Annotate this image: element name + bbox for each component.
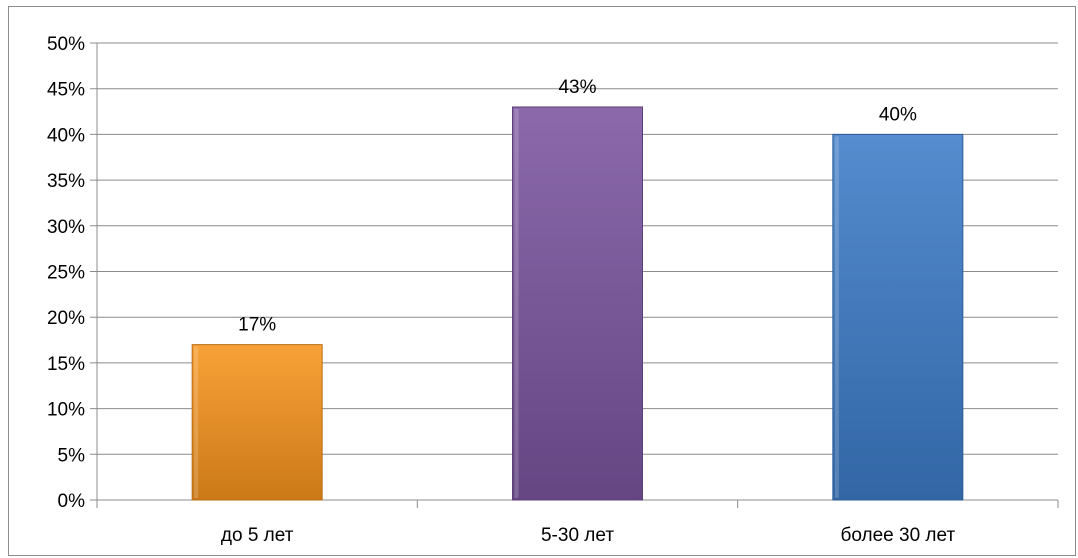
- data-label: 17%: [238, 315, 276, 336]
- bar: [512, 106, 643, 501]
- y-tick-label: 20%: [47, 308, 85, 329]
- axes: [96, 43, 1059, 508]
- bar-highlight: [834, 136, 839, 498]
- y-tick-label: 15%: [47, 354, 85, 375]
- y-tick-label: 0%: [58, 491, 86, 512]
- x-tick-label: 5-30 лет: [541, 525, 614, 546]
- bar: [191, 344, 323, 501]
- y-tick-label: 35%: [47, 171, 85, 192]
- bar-highlight: [514, 108, 519, 498]
- bar-highlight: [194, 346, 199, 498]
- y-tick-label: 5%: [58, 445, 86, 466]
- data-labels: 17% 43% 40%: [238, 77, 917, 336]
- y-tick-label: 10%: [47, 400, 85, 421]
- y-tick-label: 25%: [47, 263, 85, 284]
- y-axis-ticks: 0% 5% 10% 15% 20% 25% 30% 35% 40% 45% 50%: [47, 34, 85, 512]
- data-label: 43%: [558, 77, 596, 98]
- x-tick-label: до 5 лет: [221, 525, 294, 546]
- bars: [191, 106, 964, 501]
- y-tick-label: 50%: [47, 34, 85, 55]
- bar: [832, 133, 964, 501]
- data-label: 40%: [879, 104, 917, 125]
- y-tick-label: 45%: [47, 80, 85, 101]
- x-axis-ticks: до 5 лет 5-30 лет более 30 лет: [221, 525, 956, 546]
- y-tick-label: 40%: [47, 125, 85, 146]
- x-tick-label: более 30 лет: [840, 525, 955, 546]
- y-tick-label: 30%: [47, 217, 85, 238]
